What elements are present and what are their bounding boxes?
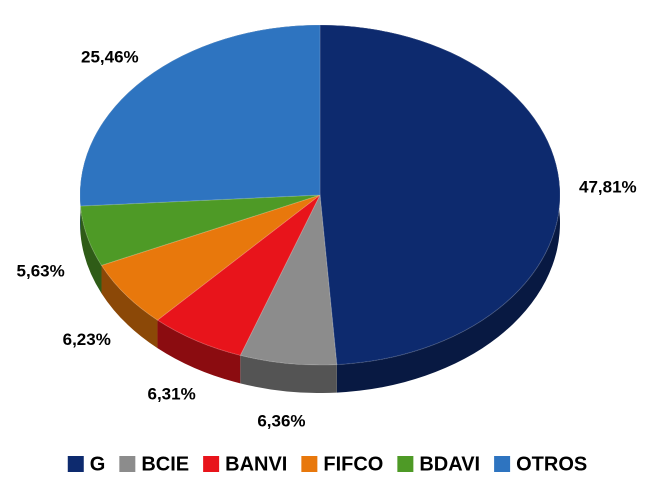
slice — [79, 24, 321, 207]
data-label: 6,36% — [257, 411, 305, 430]
slice-side — [101, 265, 158, 349]
data-label: 6,23% — [63, 330, 111, 349]
legend-label: G — [90, 453, 106, 475]
data-label: 6,31% — [148, 384, 196, 403]
legend-swatch — [67, 456, 84, 472]
legend-label: BDAVI — [419, 453, 480, 475]
slice-side — [240, 355, 337, 393]
legend-swatch — [203, 456, 220, 472]
slice — [239, 193, 338, 366]
legend-swatch — [119, 456, 136, 472]
slice-side — [157, 320, 241, 384]
legend-label: OTROS — [516, 453, 587, 475]
legend: G BCIE BANVI FIFCO BDAVI OTROS — [67, 453, 587, 475]
legend-swatch — [301, 456, 318, 472]
legend-label: BANVI — [225, 453, 287, 475]
slice — [100, 194, 321, 321]
data-label: 5,63% — [17, 261, 65, 280]
slice — [156, 194, 321, 356]
legend-swatch — [397, 456, 414, 472]
legend-label: FIFCO — [323, 453, 383, 475]
slice — [319, 24, 561, 366]
slice — [79, 194, 321, 266]
data-label: 25,46% — [81, 47, 139, 66]
slice-side — [80, 206, 102, 294]
legend-swatch — [494, 456, 511, 472]
data-label: 47,81% — [579, 177, 637, 196]
legend-label: BCIE — [141, 453, 189, 475]
